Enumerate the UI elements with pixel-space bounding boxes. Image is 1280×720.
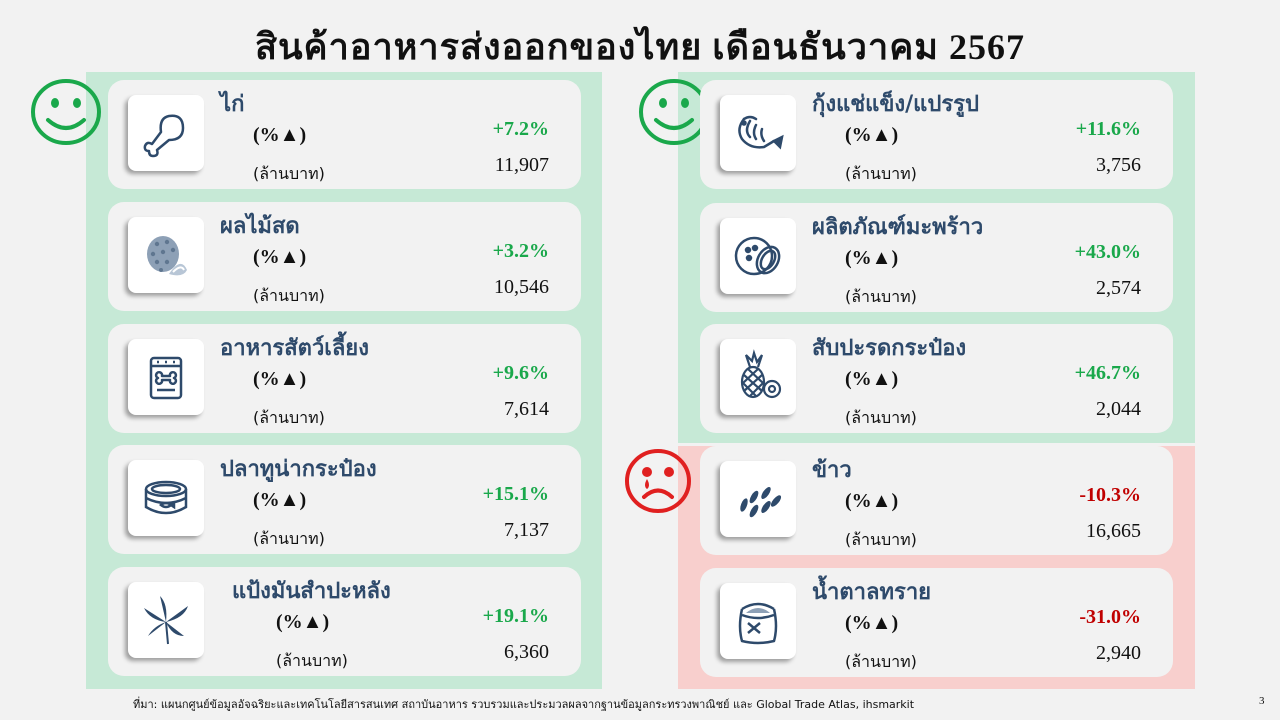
product-name: ข้าว	[812, 458, 852, 483]
product-name: สับปะรดกระป๋อง	[812, 336, 967, 361]
product-card-pet-food: อาหารสัตว์เลี้ยง (%▲) (ล้านบาท) +9.6% 7,…	[108, 324, 581, 433]
durian-icon	[147, 236, 187, 276]
product-card-coconut: ผลิตภัณฑ์มะพร้าว (%▲) (ล้านบาท) +43.0% 2…	[700, 203, 1173, 312]
percent-change: +3.2%	[492, 240, 549, 262]
unit-label: (ล้านบาท)	[253, 286, 325, 305]
unit-label: (ล้านบาท)	[253, 529, 325, 548]
sad-face-icon	[625, 449, 691, 513]
percent-change: +11.6%	[1075, 118, 1141, 140]
sugar-sack-icon	[738, 602, 778, 645]
percent-change: -10.3%	[1079, 484, 1141, 506]
chicken-leg-icon	[143, 114, 185, 158]
icon-box	[720, 461, 796, 537]
smiley-face-icon	[31, 79, 101, 145]
product-name: ผลิตภัณฑ์มะพร้าว	[812, 215, 984, 240]
product-name: อาหารสัตว์เลี้ยง	[220, 336, 369, 361]
export-value: 2,044	[1096, 398, 1141, 420]
percent-change: +19.1%	[482, 605, 549, 627]
unit-label: (ล้านบาท)	[845, 408, 917, 427]
product-card-fresh-fruit: ผลไม้สด (%▲) (ล้านบาท) +3.2% 10,546	[108, 202, 581, 311]
product-name: กุ้งแช่แข็ง/แปรรูป	[812, 92, 979, 117]
percent-label: (%▲)	[253, 246, 307, 268]
product-card-sugar: น้ำตาลทราย (%▲) (ล้านบาท) -31.0% 2,940	[700, 568, 1173, 677]
percent-change: +46.7%	[1074, 362, 1141, 384]
percent-label: (%▲)	[253, 489, 307, 511]
percent-label: (%▲)	[845, 490, 899, 512]
tuna-can-icon	[144, 480, 188, 515]
percent-label: (%▲)	[845, 368, 899, 390]
export-value: 3,756	[1096, 154, 1141, 176]
icon-box	[720, 339, 796, 415]
export-value: 7,614	[504, 398, 549, 420]
percent-label: (%▲)	[253, 368, 307, 390]
rice-grains-icon	[740, 487, 782, 518]
export-value: 11,907	[494, 154, 549, 176]
product-card-chicken: ไก่ (%▲) (ล้านบาท) +7.2% 11,907	[108, 80, 581, 189]
product-name: ไก่	[220, 92, 245, 117]
source-footnote: ที่มา: แผนกศูนย์ข้อมูลอัจฉริยะและเทคโนโล…	[133, 698, 915, 711]
percent-change: -31.0%	[1079, 606, 1141, 628]
export-value: 7,137	[504, 519, 549, 541]
pineapple-icon	[740, 349, 782, 399]
export-value: 16,665	[1086, 520, 1141, 542]
unit-label: (ล้านบาท)	[253, 408, 325, 427]
icon-box	[128, 95, 204, 171]
percent-label: (%▲)	[276, 611, 330, 633]
coconut-icon	[734, 236, 781, 276]
icon-box	[720, 95, 796, 171]
unit-label: (ล้านบาท)	[276, 651, 348, 670]
percent-label: (%▲)	[253, 124, 307, 146]
export-value: 2,574	[1096, 277, 1141, 299]
percent-label: (%▲)	[845, 124, 899, 146]
product-card-rice: ข้าว (%▲) (ล้านบาท) -10.3% 16,665	[700, 446, 1173, 555]
export-value: 6,360	[504, 641, 549, 663]
shrimp-icon	[738, 115, 784, 150]
export-value: 10,546	[494, 276, 549, 298]
icon-box	[128, 217, 204, 293]
icon-box	[128, 582, 204, 658]
product-name: แป้งมันสำปะหลัง	[232, 579, 391, 604]
percent-change: +9.6%	[492, 362, 549, 384]
icon-box	[720, 218, 796, 294]
percent-label: (%▲)	[845, 612, 899, 634]
unit-label: (ล้านบาท)	[845, 652, 917, 671]
product-card-canned-pineapple: สับปะรดกระป๋อง (%▲) (ล้านบาท) +46.7% 2,0…	[700, 324, 1173, 433]
percent-label: (%▲)	[845, 247, 899, 269]
cassava-leaf-icon	[144, 596, 188, 645]
page-number: 3	[1259, 695, 1265, 707]
product-name: ปลาทูน่ากระป๋อง	[220, 457, 377, 482]
unit-label: (ล้านบาท)	[253, 164, 325, 183]
product-card-canned-tuna: ปลาทูน่ากระป๋อง (%▲) (ล้านบาท) +15.1% 7,…	[108, 445, 581, 554]
product-name: น้ำตาลทราย	[812, 580, 932, 605]
product-card-shrimp: กุ้งแช่แข็ง/แปรรูป (%▲) (ล้านบาท) +11.6%…	[700, 80, 1173, 189]
percent-change: +15.1%	[482, 483, 549, 505]
icon-box	[128, 460, 204, 536]
unit-label: (ล้านบาท)	[845, 287, 917, 306]
product-card-cassava-starch: แป้งมันสำปะหลัง (%▲) (ล้านบาท) +19.1% 6,…	[108, 567, 581, 676]
unit-label: (ล้านบาท)	[845, 164, 917, 183]
percent-change: +7.2%	[492, 118, 549, 140]
percent-change: +43.0%	[1074, 241, 1141, 263]
icon-box	[720, 583, 796, 659]
export-value: 2,940	[1096, 642, 1141, 664]
unit-label: (ล้านบาท)	[845, 530, 917, 549]
pet-food-bag-icon	[149, 356, 183, 400]
product-name: ผลไม้สด	[220, 214, 300, 239]
page-title: สินค้าอาหารส่งออกของไทย เดือนธันวาคม 256…	[254, 27, 1026, 67]
icon-box	[128, 339, 204, 415]
